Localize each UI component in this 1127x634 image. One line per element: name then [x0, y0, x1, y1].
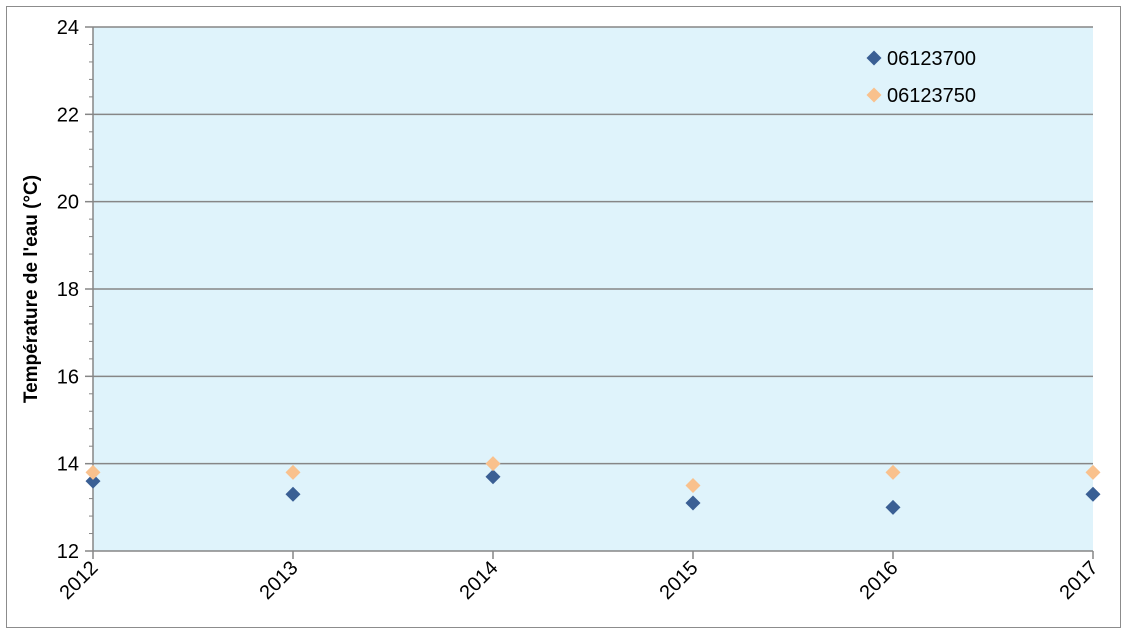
- data-point-series-1: [685, 495, 701, 511]
- x-tick-label: 2017: [1056, 557, 1103, 604]
- data-point-series-1: [85, 473, 101, 489]
- y-tick-label: 22: [57, 104, 79, 126]
- y-tick-label: 24: [57, 17, 79, 39]
- data-point-series-1: [1085, 486, 1101, 502]
- data-point-series-2: [1085, 464, 1101, 480]
- y-tick-label: 12: [57, 541, 79, 563]
- chart-frame: 12 14 16 18 20 22 24 2012 2013 2014 2015 2016 2017 0…: [6, 6, 1121, 628]
- data-point-series-1: [285, 486, 301, 502]
- y-tick-label: 14: [57, 454, 79, 476]
- legend-marker: [866, 87, 882, 103]
- x-tick-label: 2012: [56, 557, 103, 604]
- y-tick-label: 20: [57, 192, 79, 214]
- data-point-series-2: [485, 456, 501, 472]
- legend-label: 06123700: [887, 48, 976, 70]
- x-tick-label: 2016: [856, 557, 903, 604]
- chart: 12 14 16 18 20 22 24 2012 2013 2014 2015 2016 2017 0…: [21, 17, 1103, 604]
- y-tick-label: 16: [57, 366, 79, 388]
- legend-marker: [866, 50, 882, 66]
- y-axis-label: Température de l'eau (°C): [21, 175, 42, 403]
- y-tick-label: 18: [57, 279, 79, 301]
- data-point-series-2: [885, 464, 901, 480]
- data-point-series-2: [685, 478, 701, 493]
- data-point-series-1: [885, 499, 901, 515]
- x-tick-label: 2015: [656, 557, 703, 604]
- data-point-series-1: [485, 469, 501, 485]
- x-tick-label: 2014: [456, 557, 503, 604]
- data-point-series-2: [285, 464, 301, 480]
- x-tick-label: 2013: [256, 557, 303, 604]
- legend-label: 06123750: [887, 85, 976, 107]
- data-point-series-2: [85, 464, 101, 480]
